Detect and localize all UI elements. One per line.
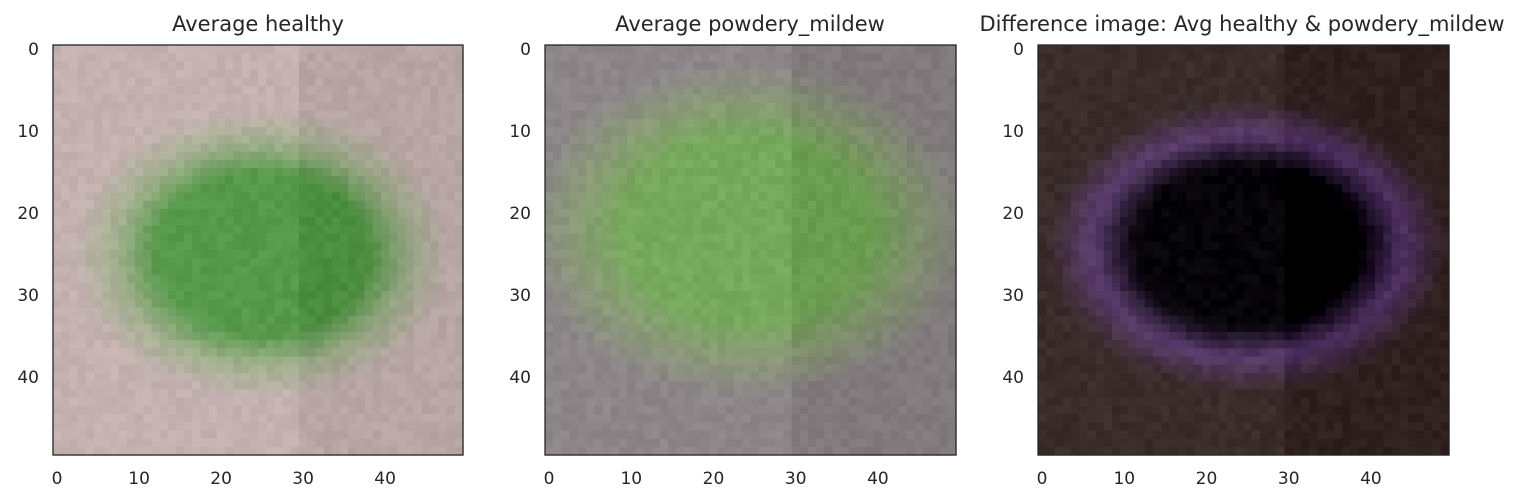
chart-title: Average healthy: [172, 12, 344, 36]
axes-frame: [52, 44, 464, 456]
x-tick-label: 20: [210, 469, 232, 489]
x-tick-label: 40: [374, 469, 396, 489]
y-tick-label: 40: [509, 368, 531, 388]
image-plot: 0 10 20 30 40 0 10 20 30 40: [509, 40, 957, 489]
image-pixels: [1038, 45, 1450, 456]
chart-panel-average-powdery-mildew: Average powdery_mildew 0 10 20 30 40 0 10 20 30 4…: [509, 12, 957, 489]
y-tick-label: 0: [1013, 40, 1024, 60]
y-tick-label: 0: [520, 40, 531, 60]
x-tick-label: 40: [1360, 469, 1382, 489]
y-tick-label: 30: [509, 286, 531, 306]
image-plot: 0 10 20 30 40 0 10 20 30 40: [17, 40, 464, 489]
y-tick-label: 30: [17, 286, 39, 306]
image-pixels: [545, 45, 957, 456]
y-tick-label: 40: [1002, 368, 1024, 388]
x-tick-label: 10: [1113, 469, 1135, 489]
y-tick-label: 0: [28, 40, 39, 60]
y-tick-label: 10: [17, 122, 39, 142]
y-tick-label: 20: [17, 204, 39, 224]
chart-panel-average-healthy: Average healthy 0 10 20 30 40 0 10 20 30 40: [0, 0, 490, 504]
y-tick-label: 10: [509, 122, 531, 142]
axes-frame: [544, 44, 957, 456]
chart-title: Average powdery_mildew: [615, 12, 885, 36]
y-tick-label: 20: [1002, 204, 1024, 224]
axes-frame: [1037, 44, 1450, 456]
x-tick-label: 20: [1196, 469, 1218, 489]
y-tick-label: 20: [509, 204, 531, 224]
x-tick-label: 40: [867, 469, 889, 489]
x-tick-label: 20: [703, 469, 725, 489]
image-pixels: [53, 45, 464, 456]
x-tick-label: 30: [1278, 469, 1300, 489]
x-tick-label: 10: [128, 469, 150, 489]
x-tick-label: 0: [1037, 469, 1048, 489]
x-tick-label: 30: [785, 469, 807, 489]
x-tick-label: 10: [620, 469, 642, 489]
y-tick-label: 30: [1002, 286, 1024, 306]
x-tick-label: 0: [544, 469, 555, 489]
x-tick-label: 0: [52, 469, 63, 489]
y-tick-label: 40: [17, 368, 39, 388]
y-tick-label: 10: [1002, 122, 1024, 142]
chart-title: Difference image: Avg healthy & powdery_…: [979, 12, 1505, 36]
x-tick-label: 30: [292, 469, 314, 489]
